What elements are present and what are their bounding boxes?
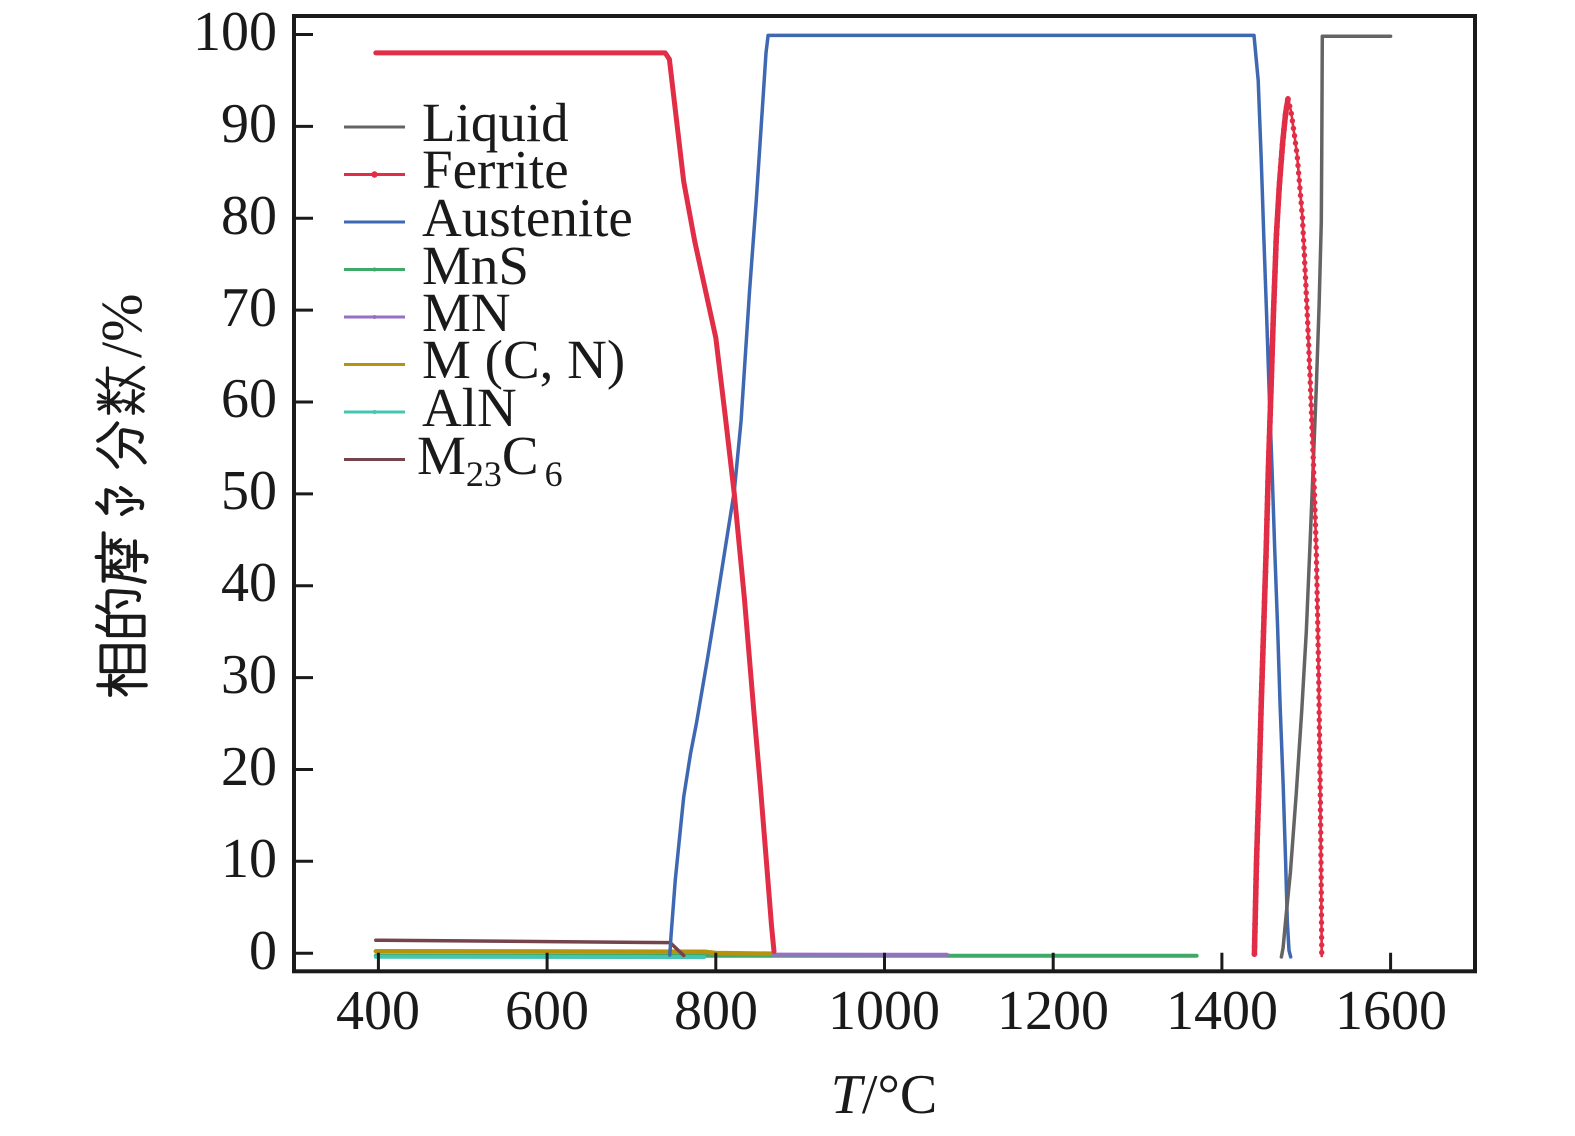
svg-text:1600: 1600 — [1335, 980, 1447, 1042]
svg-text:90: 90 — [221, 93, 277, 155]
svg-text:100: 100 — [193, 1, 277, 63]
svg-text:/%: /% — [89, 294, 154, 358]
svg-text:Austenite: Austenite — [422, 187, 633, 248]
svg-text:MN: MN — [422, 282, 511, 343]
svg-text:T/°C: T/°C — [831, 1064, 937, 1126]
svg-text:20: 20 — [221, 736, 277, 798]
svg-text:Ferrite: Ferrite — [422, 139, 569, 200]
svg-text:800: 800 — [674, 980, 758, 1042]
svg-text:Liquid: Liquid — [422, 92, 569, 153]
svg-text:AlN: AlN — [422, 377, 517, 438]
svg-text:70: 70 — [221, 277, 277, 339]
svg-text:400: 400 — [336, 980, 420, 1042]
svg-text:10: 10 — [221, 828, 277, 890]
svg-text:80: 80 — [221, 185, 277, 247]
svg-text:1000: 1000 — [828, 980, 940, 1042]
svg-text:M (C, N): M (C, N) — [422, 329, 625, 390]
svg-text:1400: 1400 — [1166, 980, 1278, 1042]
svg-text:30: 30 — [221, 644, 277, 706]
svg-text:40: 40 — [221, 552, 277, 614]
svg-text:60: 60 — [221, 368, 277, 430]
svg-text:0: 0 — [249, 920, 277, 982]
svg-text:600: 600 — [505, 980, 589, 1042]
svg-text:1200: 1200 — [997, 980, 1109, 1042]
svg-text:50: 50 — [221, 460, 277, 522]
svg-text:MnS: MnS — [422, 235, 529, 296]
